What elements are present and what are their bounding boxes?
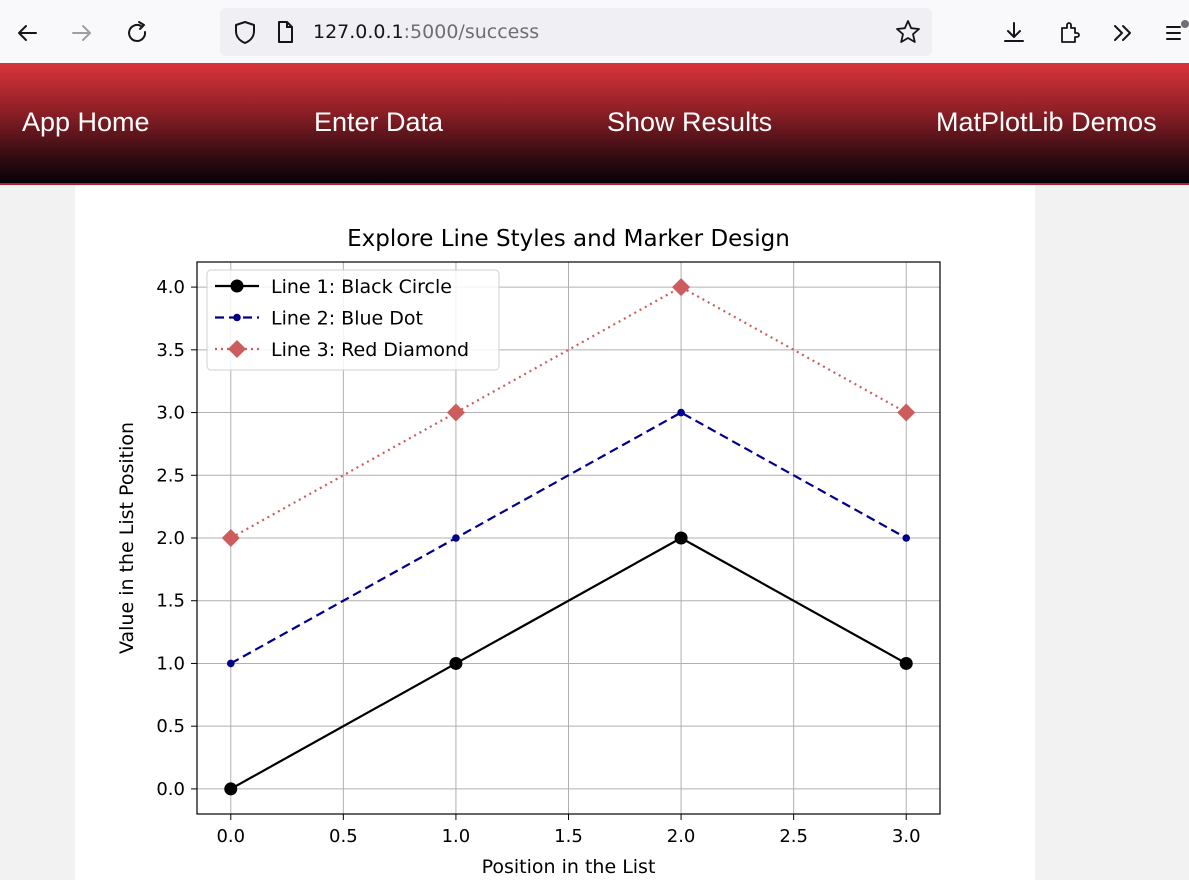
download-icon[interactable] (997, 16, 1031, 50)
line-chart: Explore Line Styles and Marker Design Po… (116, 226, 941, 878)
legend-entry: Line 1: Black Circle (215, 276, 452, 298)
legend-label: Line 3: Red Diamond (271, 339, 469, 361)
url-path: :5000/success (403, 21, 540, 43)
legend-entry: Line 2: Blue Dot (215, 308, 423, 330)
diamond-marker (446, 403, 465, 422)
x-axis-label: Position in the List (482, 856, 656, 878)
chart-title: Explore Line Styles and Marker Design (347, 226, 790, 252)
x-tick-label: 3.0 (892, 826, 921, 847)
diamond-marker (228, 340, 246, 358)
series-2 (226, 408, 911, 668)
y-tick-label: 0.0 (156, 779, 185, 800)
overflow-chevron-icon[interactable] (1106, 16, 1140, 50)
x-tick-label: 1.5 (554, 826, 583, 847)
star-icon[interactable] (891, 15, 925, 49)
forward-arrow-icon[interactable] (65, 16, 99, 50)
circle-marker (899, 656, 913, 670)
legend-label: Line 1: Black Circle (271, 276, 452, 298)
browser-toolbar: 127.0.0.1:5000/success (0, 0, 1189, 66)
x-tick-label: 0.0 (216, 826, 245, 847)
circle-marker (230, 279, 244, 293)
y-tick-label: 1.5 (156, 591, 185, 612)
y-tick-label: 0.5 (156, 716, 185, 737)
url-host: 127.0.0.1 (313, 21, 404, 43)
plot-frame (196, 261, 941, 815)
nav-matplotlib-demos[interactable]: MatPlotLib Demos (936, 107, 1157, 137)
dot-marker (452, 534, 460, 542)
menu-icon[interactable] (1160, 16, 1189, 50)
y-tick-label: 4.0 (156, 277, 185, 298)
diamond-marker (672, 278, 691, 297)
back-arrow-icon[interactable] (10, 16, 44, 50)
x-tick-label: 2.5 (779, 826, 808, 847)
page-icon[interactable] (268, 15, 302, 49)
diamond-marker (897, 403, 916, 422)
series-line (230, 536, 907, 790)
legend-box (206, 269, 500, 371)
series-line (230, 411, 907, 665)
shield-icon[interactable] (228, 15, 262, 49)
nav-app-home[interactable]: App Home (22, 107, 150, 137)
x-tick-label: 1.0 (442, 826, 471, 847)
x-tick-label: 0.5 (329, 826, 358, 847)
dot-marker (226, 659, 235, 668)
y-tick-label: 1.0 (156, 653, 185, 674)
y-tick-label: 3.5 (156, 340, 185, 361)
main-nav: App Home Enter Data Show Results MatPlot… (0, 63, 1189, 185)
y-tick-label: 2.0 (156, 528, 185, 549)
circle-marker (224, 782, 238, 796)
series-1 (224, 531, 913, 796)
reload-icon[interactable] (120, 16, 154, 50)
circle-marker (674, 531, 688, 545)
x-tick-label: 2.0 (667, 826, 696, 847)
legend-entry: Line 3: Red Diamond (215, 339, 469, 361)
address-bar[interactable]: 127.0.0.1:5000/success (220, 8, 932, 56)
dot-marker (902, 534, 911, 542)
circle-marker (449, 656, 463, 670)
diamond-marker (221, 529, 240, 547)
nav-enter-data[interactable]: Enter Data (314, 107, 444, 137)
nav-show-results[interactable]: Show Results (607, 107, 773, 137)
dot-marker (233, 313, 241, 322)
y-tick-label: 2.5 (156, 465, 185, 486)
dot-marker (677, 408, 685, 417)
extensions-icon[interactable] (1052, 16, 1086, 50)
series-3 (221, 278, 916, 547)
y-axis-label: Value in the List Position (116, 422, 138, 654)
legend-label: Line 2: Blue Dot (271, 308, 423, 330)
url-text[interactable]: 127.0.0.1:5000/success (313, 21, 539, 43)
content-panel: Explore Line Styles and Marker Design Po… (75, 185, 1035, 880)
y-tick-label: 3.0 (156, 403, 185, 424)
